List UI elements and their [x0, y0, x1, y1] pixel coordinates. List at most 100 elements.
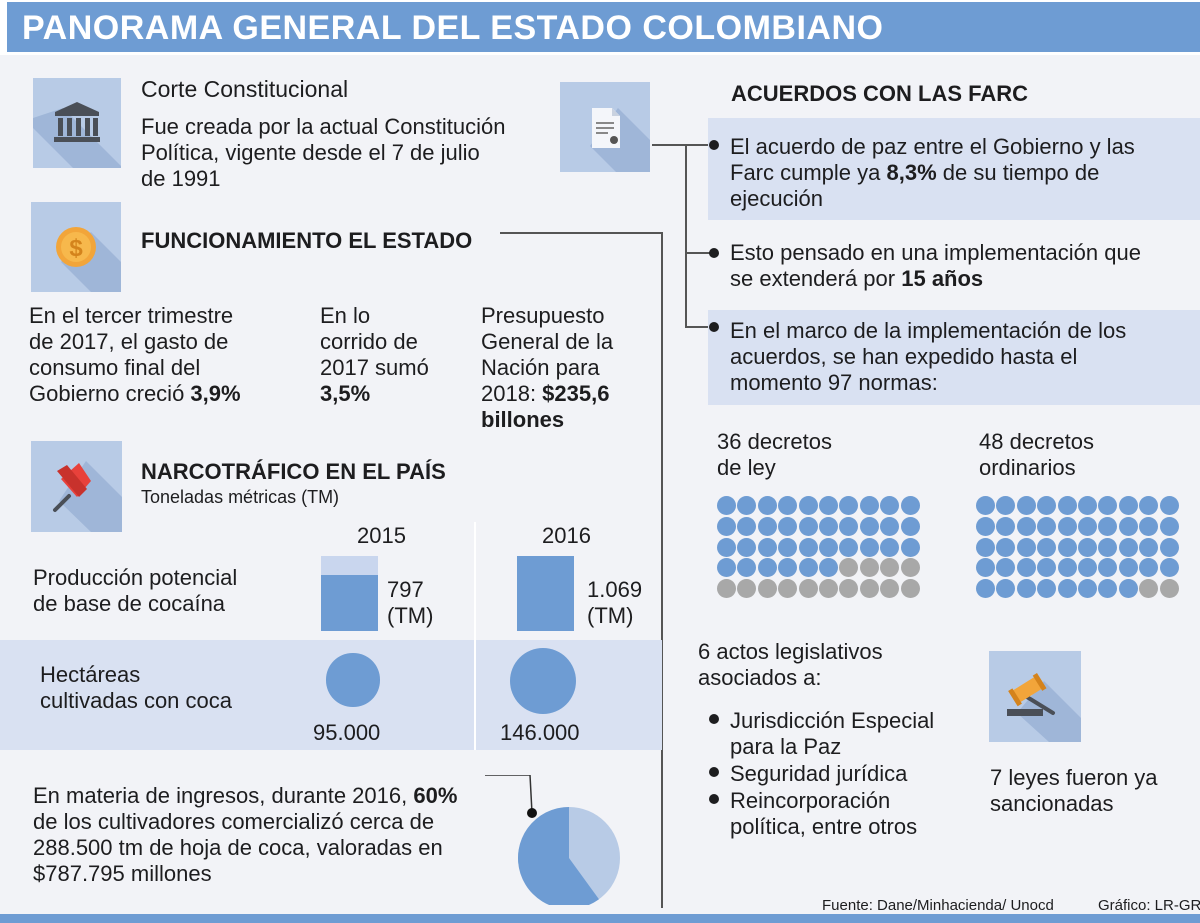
- decreto-dot-filled: [1037, 579, 1057, 599]
- decreto-dot-filled: [1159, 558, 1179, 578]
- decreto-dot-filled: [798, 558, 818, 578]
- ha-circle-2015: [326, 653, 380, 707]
- decreto-dot-filled: [1118, 496, 1138, 515]
- acuerdo-item-2: Esto pensado en una implementación que s…: [730, 240, 1141, 292]
- decreto-dot-filled: [976, 579, 995, 599]
- text-line: En lo: [320, 303, 371, 328]
- decreto-dot-filled: [757, 537, 777, 557]
- decreto-dot-filled: [818, 516, 838, 536]
- decreto-dot-filled: [1057, 496, 1077, 515]
- text-line: Gobierno creció 3,9%: [29, 381, 241, 407]
- decreto-dot-filled: [1118, 579, 1138, 599]
- decreto-dot-empty: [1139, 579, 1159, 599]
- text-part: se extenderá por: [730, 266, 902, 291]
- decreto-dot-filled: [1098, 537, 1118, 557]
- bullet: [709, 794, 719, 804]
- decreto-dot-filled: [1057, 516, 1077, 536]
- decreto-dot-filled: [1077, 516, 1097, 536]
- decreto-dot-empty: [880, 579, 900, 599]
- connector-line: [685, 252, 713, 254]
- decreto-dot-filled: [1057, 579, 1077, 599]
- prod-2015-label: 797 (TM): [387, 577, 433, 629]
- decreto-dot-filled: [717, 558, 736, 578]
- text-line: de los cultivadores comercializó cerca d…: [33, 809, 435, 834]
- text-line: Jurisdicción Especial: [730, 708, 935, 733]
- decreto-dot-filled: [737, 516, 757, 536]
- decreto-dot-filled: [757, 496, 777, 515]
- decreto-dot-empty: [737, 579, 757, 599]
- decreto-dot-empty: [778, 579, 798, 599]
- year-2015: 2015: [357, 523, 406, 548]
- decretos-ley-label: 36 decretos de ley: [717, 429, 832, 481]
- funcionamiento-col1: En el tercer trimestre de 2017, el gasto…: [29, 303, 241, 407]
- text-part: Gobierno creció: [29, 381, 191, 406]
- decreto-dot-filled: [798, 496, 818, 515]
- text-line: política, entre otros: [730, 814, 918, 839]
- title-bar: [7, 2, 1200, 52]
- decreto-dot-filled: [1139, 537, 1159, 557]
- decreto-dot-filled: [839, 516, 859, 536]
- decreto-dot-empty: [859, 558, 879, 578]
- corte-line: de 1991: [141, 166, 221, 191]
- narcotrafico-subheading: Toneladas métricas (TM): [141, 487, 340, 507]
- decreto-dot-filled: [818, 496, 838, 515]
- prod-unit: (TM): [387, 603, 434, 628]
- decreto-dot-filled: [717, 496, 736, 515]
- decreto-dot-filled: [778, 537, 798, 557]
- decreto-dot-filled: [1098, 579, 1118, 599]
- decreto-dot-filled: [900, 516, 920, 536]
- ha-circle-2016: [510, 648, 576, 714]
- acuerdo-item-3: En el marco de la implementación de los …: [730, 318, 1126, 396]
- text-line: asociados a:: [698, 665, 822, 690]
- decreto-dot-empty: [818, 579, 838, 599]
- year-divider: [474, 522, 476, 750]
- narcotrafico-heading: NARCOTRÁFICO EN EL PAÍS: [141, 459, 446, 484]
- decreto-dot-filled: [1016, 558, 1036, 578]
- connector-line: [652, 144, 712, 146]
- decreto-dot-filled: [996, 496, 1016, 515]
- decreto-dot-empty: [839, 579, 859, 599]
- ha-2016-value: 146.000: [500, 720, 580, 745]
- decreto-dot-filled: [839, 537, 859, 557]
- connector-line: [500, 232, 662, 234]
- decreto-dot-filled: [880, 516, 900, 536]
- decreto-dot-filled: [1077, 579, 1097, 599]
- decreto-dot-filled: [717, 537, 736, 557]
- decreto-dot-filled: [1057, 537, 1077, 557]
- text-line: 6 actos legislativos: [698, 639, 883, 664]
- text-line: Reincorporación: [730, 788, 891, 813]
- bank-icon: [33, 78, 121, 168]
- text-line: de 2017, el gasto de: [29, 329, 229, 354]
- presupuesto-value: $235,6: [542, 381, 610, 406]
- prod-unit: (TM): [587, 603, 634, 628]
- text-part: En materia de ingresos, durante 2016,: [33, 783, 414, 808]
- decreto-dot-filled: [1118, 537, 1138, 557]
- decreto-dot-filled: [976, 558, 995, 578]
- funcionamiento-col3: Presupuesto General de la Nación para 20…: [481, 303, 613, 433]
- decreto-dot-filled: [1139, 516, 1159, 536]
- text-line: General de la: [481, 329, 614, 354]
- decreto-dot-filled: [717, 516, 736, 536]
- decreto-dot-filled: [1118, 558, 1138, 578]
- text-line: de ley: [717, 455, 776, 480]
- acto-item: Reincorporación política, entre otros: [730, 788, 917, 840]
- decreto-dot-filled: [839, 496, 859, 515]
- decreto-dot-empty: [717, 579, 736, 599]
- text-line: sancionadas: [990, 791, 1114, 816]
- decreto-dot-filled: [1077, 496, 1097, 515]
- decretos-ord-label: 48 decretos ordinarios: [979, 429, 1094, 481]
- acuerdos-heading: ACUERDOS CON LAS FARC: [731, 81, 1029, 106]
- bullet: [709, 140, 719, 150]
- corte-line: Política, vigente desde el 7 de julio: [141, 140, 480, 165]
- decreto-dot-filled: [1077, 537, 1097, 557]
- decreto-dot-filled: [900, 496, 920, 515]
- bullet: [709, 248, 719, 258]
- prod-2016-value: 1.069: [587, 577, 643, 602]
- text-line: En materia de ingresos, durante 2016, 60…: [33, 783, 457, 809]
- decreto-dot-empty: [798, 579, 818, 599]
- corte-heading: Corte Constitucional: [141, 76, 349, 102]
- decreto-dot-filled: [976, 496, 995, 515]
- decreto-dot-filled: [859, 496, 879, 515]
- decretos-ley-dots: [717, 496, 921, 600]
- corte-text: Fue creada por la actual Constitución Po…: [141, 114, 505, 192]
